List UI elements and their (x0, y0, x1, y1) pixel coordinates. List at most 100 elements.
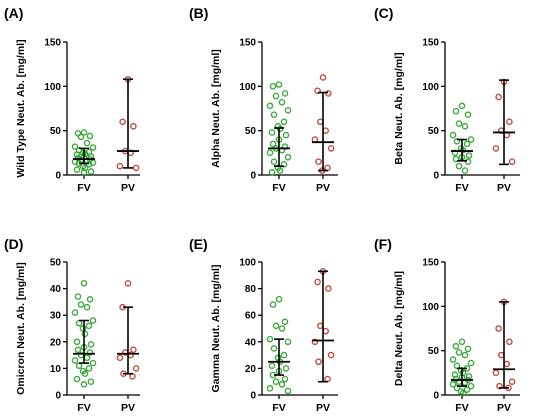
data-point (71, 309, 79, 316)
data-point (281, 90, 289, 97)
data-point (80, 381, 88, 388)
y-axis-label: Gamma Neut. Ab. [mg/ml] (210, 265, 222, 393)
data-point (81, 150, 89, 158)
x-tick-label: FV (455, 182, 468, 194)
panel-6: (F) Delta Neut. Ab. [mg/ml] 0 50 100 150 FV PV (374, 236, 520, 414)
data-point (455, 349, 463, 356)
data-point (77, 133, 85, 141)
data-point (266, 149, 274, 157)
data-point (130, 346, 137, 354)
data-point (327, 351, 335, 359)
data-point (284, 338, 292, 346)
x-tick-label: FV (77, 182, 90, 194)
data-point (458, 102, 466, 110)
data-point (311, 338, 319, 346)
panel-label: (E) (189, 236, 208, 252)
panel-label: (C) (374, 5, 393, 21)
data-point (85, 365, 93, 372)
y-tick-label: 20 (50, 337, 62, 348)
data-point (119, 118, 126, 126)
data-point (86, 295, 94, 303)
data-point (71, 143, 79, 150)
data-point (467, 382, 475, 390)
y-tick-label: 150 (239, 38, 256, 49)
y-tick-label: 80 (245, 284, 257, 295)
data-point (452, 342, 460, 350)
y-tick-label: 40 (245, 337, 257, 348)
data-point (75, 319, 83, 327)
panel-2: (B) Alpha Neut. Ab. [mg/ml] 0 50 100 150 FV PV (189, 5, 338, 194)
data-point (73, 166, 81, 173)
panel-label: (B) (189, 5, 208, 21)
data-point (319, 74, 327, 81)
data-point (461, 122, 469, 130)
data-point (282, 365, 290, 372)
data-point (73, 151, 81, 158)
y-axis-label: Beta Neut. Ab. [mg/ml] (393, 52, 405, 164)
y-tick-label: 100 (422, 82, 439, 93)
data-point (453, 138, 461, 145)
data-point (459, 389, 467, 397)
data-point (449, 356, 457, 363)
data-point (458, 338, 466, 346)
y-tick-label: 150 (44, 38, 61, 49)
data-point (315, 158, 322, 165)
data-point (314, 278, 321, 286)
data-point (269, 301, 277, 308)
y-tick-label: 50 (428, 126, 440, 137)
data-point (132, 164, 140, 172)
data-point (449, 131, 457, 139)
y-axis-label: Delta Neut. Ab. [mg/ml] (393, 271, 405, 386)
data-point (81, 370, 89, 378)
data-point (275, 81, 283, 88)
data-point (77, 301, 85, 308)
y-tick-label: 20 (245, 364, 257, 375)
data-point (464, 111, 472, 119)
y-tick-label: 100 (44, 82, 61, 93)
panel-5: (E) Gamma Neut. Ab. [mg/ml] 0 20 40 60 80 100 FV… (189, 236, 338, 414)
data-point (327, 145, 335, 152)
data-point (324, 164, 331, 172)
data-point (272, 378, 280, 386)
data-point (129, 373, 136, 380)
data-point (89, 317, 97, 324)
data-point (284, 153, 292, 161)
data-point (80, 169, 88, 176)
data-point (461, 167, 469, 174)
panel-label: (D) (4, 236, 23, 252)
data-point (270, 345, 278, 352)
x-tick-label: FV (272, 182, 285, 194)
data-point (464, 158, 472, 165)
data-point (83, 354, 91, 362)
data-point (280, 351, 288, 359)
y-tick-label: 0 (433, 171, 439, 182)
data-point (496, 382, 503, 390)
data-point (74, 346, 82, 354)
data-point (465, 152, 473, 159)
data-point (268, 169, 276, 176)
data-point (314, 87, 321, 95)
data-point (284, 387, 292, 395)
data-point (268, 362, 276, 370)
data-point (467, 359, 475, 367)
data-point (87, 341, 95, 348)
x-tick-label: FV (77, 402, 90, 414)
data-point (276, 167, 284, 174)
y-tick-label: 0 (55, 391, 61, 402)
y-axis-label: Omicron Neut. Ab. [mg/ml] (15, 262, 27, 395)
data-point (116, 162, 124, 170)
data-point (280, 118, 288, 126)
data-point (86, 132, 94, 140)
data-point (74, 293, 82, 300)
data-point (322, 127, 330, 134)
data-point (270, 158, 278, 165)
x-tick-label: PV (121, 402, 135, 414)
data-point (284, 106, 292, 114)
data-point (266, 385, 274, 392)
y-tick-label: 100 (422, 302, 439, 313)
y-tick-label: 40 (50, 284, 62, 295)
y-tick-label: 0 (55, 171, 61, 182)
data-point (86, 349, 94, 356)
y-tick-label: 150 (422, 258, 439, 269)
data-point (508, 378, 516, 386)
